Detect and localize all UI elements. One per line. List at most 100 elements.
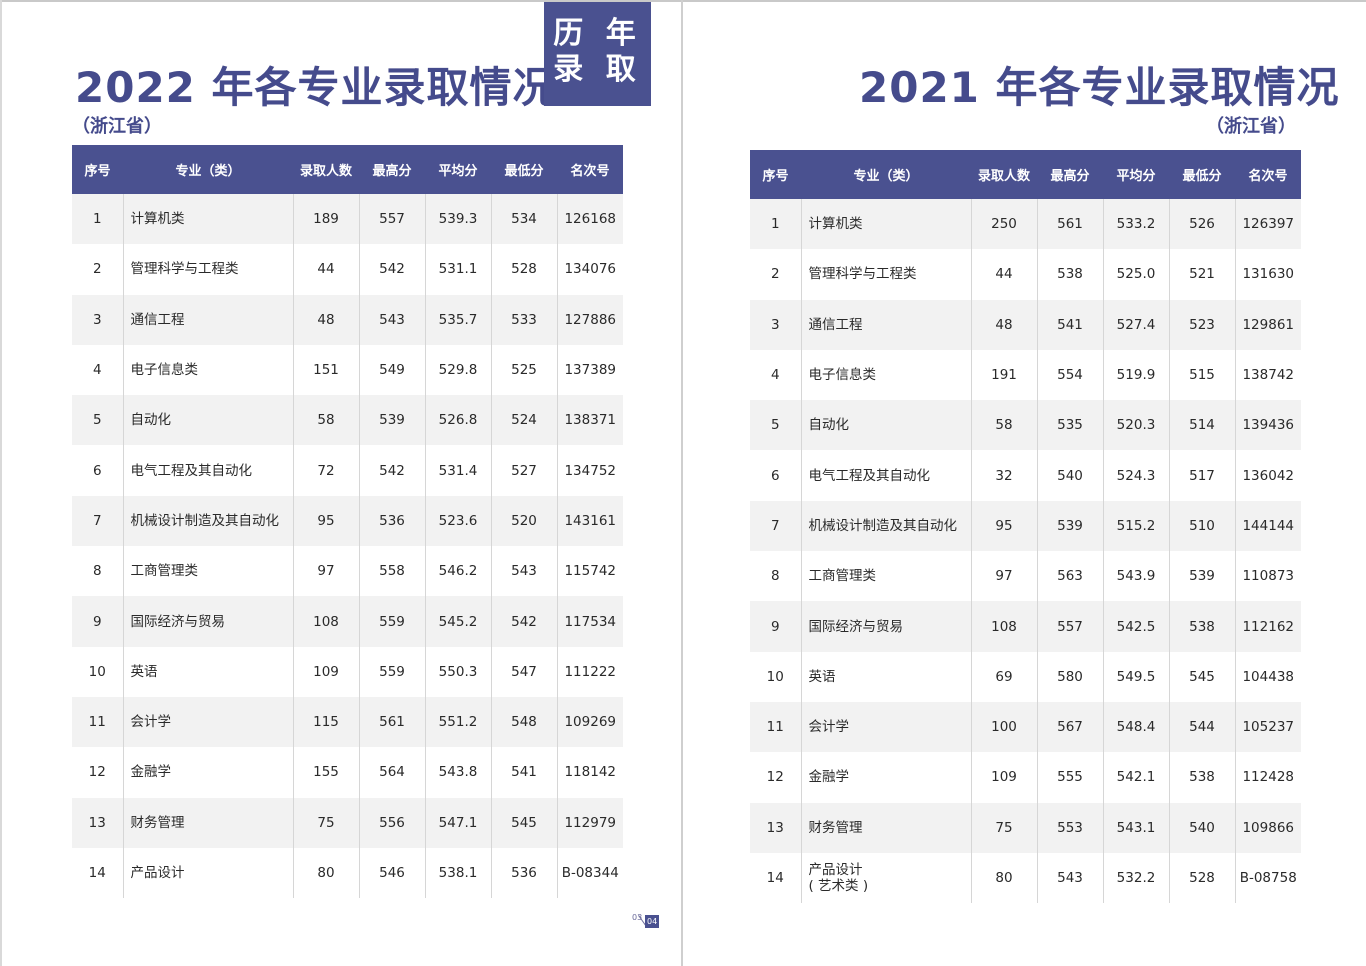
page-2021: 2021 年各专业录取情况 （浙江省） 序号 专业（类） 录取人数 最高分 平均分 最低分… — [683, 0, 1366, 966]
table-row: 9 国际经济与贸易 108 557 542.5 538 112162 — [750, 601, 1301, 652]
column-header: 专业（类） — [801, 150, 971, 199]
table-cell: 2 — [750, 249, 801, 300]
table-cell: 567 — [1036, 701, 1103, 753]
table-header-row: 序号 专业（类） 录取人数 最高分 平均分 最低分 名次号 — [750, 150, 1301, 199]
table-cell: 549.5 — [1102, 651, 1169, 702]
table-cell: 48 — [292, 294, 359, 345]
admission-table-2021: 序号 专业（类） 录取人数 最高分 平均分 最低分 名次号 1 计算机类 250 561 533.2… — [750, 150, 1301, 904]
table-cell: 129861 — [1234, 299, 1301, 350]
table-cell: 自动化 — [800, 400, 971, 451]
table-cell: 英语 — [122, 646, 293, 697]
table-cell: 109866 — [1234, 802, 1301, 853]
table-cell: 14 — [750, 852, 801, 904]
table-row: 14 产品设计 80 546 538.1 536 B-08344 — [72, 847, 623, 899]
column-header: 专业（类） — [123, 145, 293, 194]
table-cell: 电气工程及其自动化 — [800, 450, 971, 501]
badge-line-1: 历 年 — [553, 16, 642, 51]
table-cell: 产品设计 ( 艺术类 ) — [800, 852, 971, 904]
table-cell: 58 — [292, 395, 359, 446]
page-title-2021: 2021 年各专业录取情况 — [859, 63, 1340, 112]
table-cell: 财务管理 — [122, 797, 293, 848]
table-cell: 109 — [292, 646, 359, 697]
table-row: 2 管理科学与工程类 44 538 525.0 521 131630 — [750, 249, 1301, 300]
table-cell: 9 — [72, 596, 123, 647]
table-row: 11 会计学 100 567 548.4 544 105237 — [750, 701, 1301, 753]
table-cell: 533 — [490, 294, 557, 345]
table-cell: 564 — [358, 747, 425, 798]
table-cell: 3 — [72, 294, 123, 345]
table-cell: 526.8 — [424, 395, 491, 446]
table-cell: 95 — [292, 495, 359, 547]
table-cell: 539 — [1036, 500, 1103, 552]
table-row: 13 财务管理 75 556 547.1 545 112979 — [72, 797, 623, 848]
badge-line-2: 录 取 — [553, 52, 642, 87]
table-cell: 539.3 — [424, 194, 491, 245]
table-cell: 111222 — [556, 646, 623, 697]
page-number-right: 04 — [645, 915, 660, 928]
table-cell: 525 — [490, 344, 557, 396]
table-cell: 538 — [1036, 249, 1103, 300]
column-header: 最低分 — [1169, 150, 1235, 199]
table-cell: 523.6 — [424, 495, 491, 547]
column-header: 序号 — [750, 150, 801, 199]
table-cell: 250 — [970, 199, 1037, 250]
table-cell: 534 — [490, 194, 557, 245]
table-cell: 561 — [358, 696, 425, 748]
table-cell: 559 — [358, 646, 425, 697]
page-2022: 2022 年各专业录取情况 （浙江省） 历 年 录 取 序号 专业（类） 录取人数最… — [0, 0, 681, 966]
table-cell: 8 — [72, 546, 123, 597]
table-cell: 44 — [970, 249, 1037, 300]
table-row: 12 金融学 109 555 542.1 538 112428 — [750, 752, 1301, 803]
table-cell: 财务管理 — [800, 802, 971, 853]
table-cell: 机械设计制造及其自动化 — [122, 495, 293, 547]
table-cell: 会计学 — [800, 701, 971, 753]
table-cell: 112979 — [556, 797, 623, 848]
table-cell: 国际经济与贸易 — [800, 601, 971, 652]
table-cell: 48 — [970, 299, 1037, 350]
table-row: 12 金融学 155 564 543.8 541 118142 — [72, 747, 623, 798]
table-cell: 通信工程 — [122, 294, 293, 345]
table-row: 5 自动化 58 535 520.3 514 139436 — [750, 400, 1301, 451]
table-cell: 541 — [490, 747, 557, 798]
table-cell: 189 — [292, 194, 359, 245]
table-cell: 580 — [1036, 651, 1103, 702]
table-row: 1 计算机类 250 561 533.2 526 126397 — [750, 199, 1301, 250]
table-cell: 管理科学与工程类 — [122, 244, 293, 295]
table-cell: 13 — [750, 802, 801, 853]
table-cell: 529.8 — [424, 344, 491, 396]
left-border-line — [0, 0, 2, 966]
table-cell: 538.1 — [424, 847, 491, 899]
table-cell: 524 — [490, 395, 557, 446]
table-cell: 549 — [358, 344, 425, 396]
column-header: 录取人数 — [293, 145, 359, 194]
table-cell: 541 — [1036, 299, 1103, 350]
table-cell: 127886 — [556, 294, 623, 345]
table-cell: 75 — [292, 797, 359, 848]
table-cell: 32 — [970, 450, 1037, 501]
table-cell: 工商管理类 — [122, 546, 293, 597]
table-cell: 9 — [750, 601, 801, 652]
table-cell: 524.3 — [1102, 450, 1169, 501]
table-row: 9 国际经济与贸易 108 559 545.2 542 117534 — [72, 596, 623, 647]
table-cell: B-08758 — [1234, 852, 1301, 904]
table-cell: 2 — [72, 244, 123, 295]
table-cell: 521 — [1168, 249, 1235, 300]
table-cell: 118142 — [556, 747, 623, 798]
table-cell: 540 — [1036, 450, 1103, 501]
table-row: 13 财务管理 75 553 543.1 540 109866 — [750, 802, 1301, 853]
table-cell: 543.1 — [1102, 802, 1169, 853]
table-cell: 8 — [750, 551, 801, 602]
table-cell: 金融学 — [122, 747, 293, 798]
table-cell: 100 — [970, 701, 1037, 753]
table-cell: 69 — [970, 651, 1037, 702]
table-cell: 556 — [358, 797, 425, 848]
table-cell: 10 — [72, 646, 123, 697]
table-cell: 545.2 — [424, 596, 491, 647]
page-spine-divider — [681, 0, 683, 966]
page-number-left: 03 — [632, 913, 643, 922]
table-cell: 528 — [1168, 852, 1235, 904]
table-cell: 532.2 — [1102, 852, 1169, 904]
table-cell: 72 — [292, 445, 359, 496]
table-cell: 554 — [1036, 349, 1103, 401]
table-cell: 531.1 — [424, 244, 491, 295]
